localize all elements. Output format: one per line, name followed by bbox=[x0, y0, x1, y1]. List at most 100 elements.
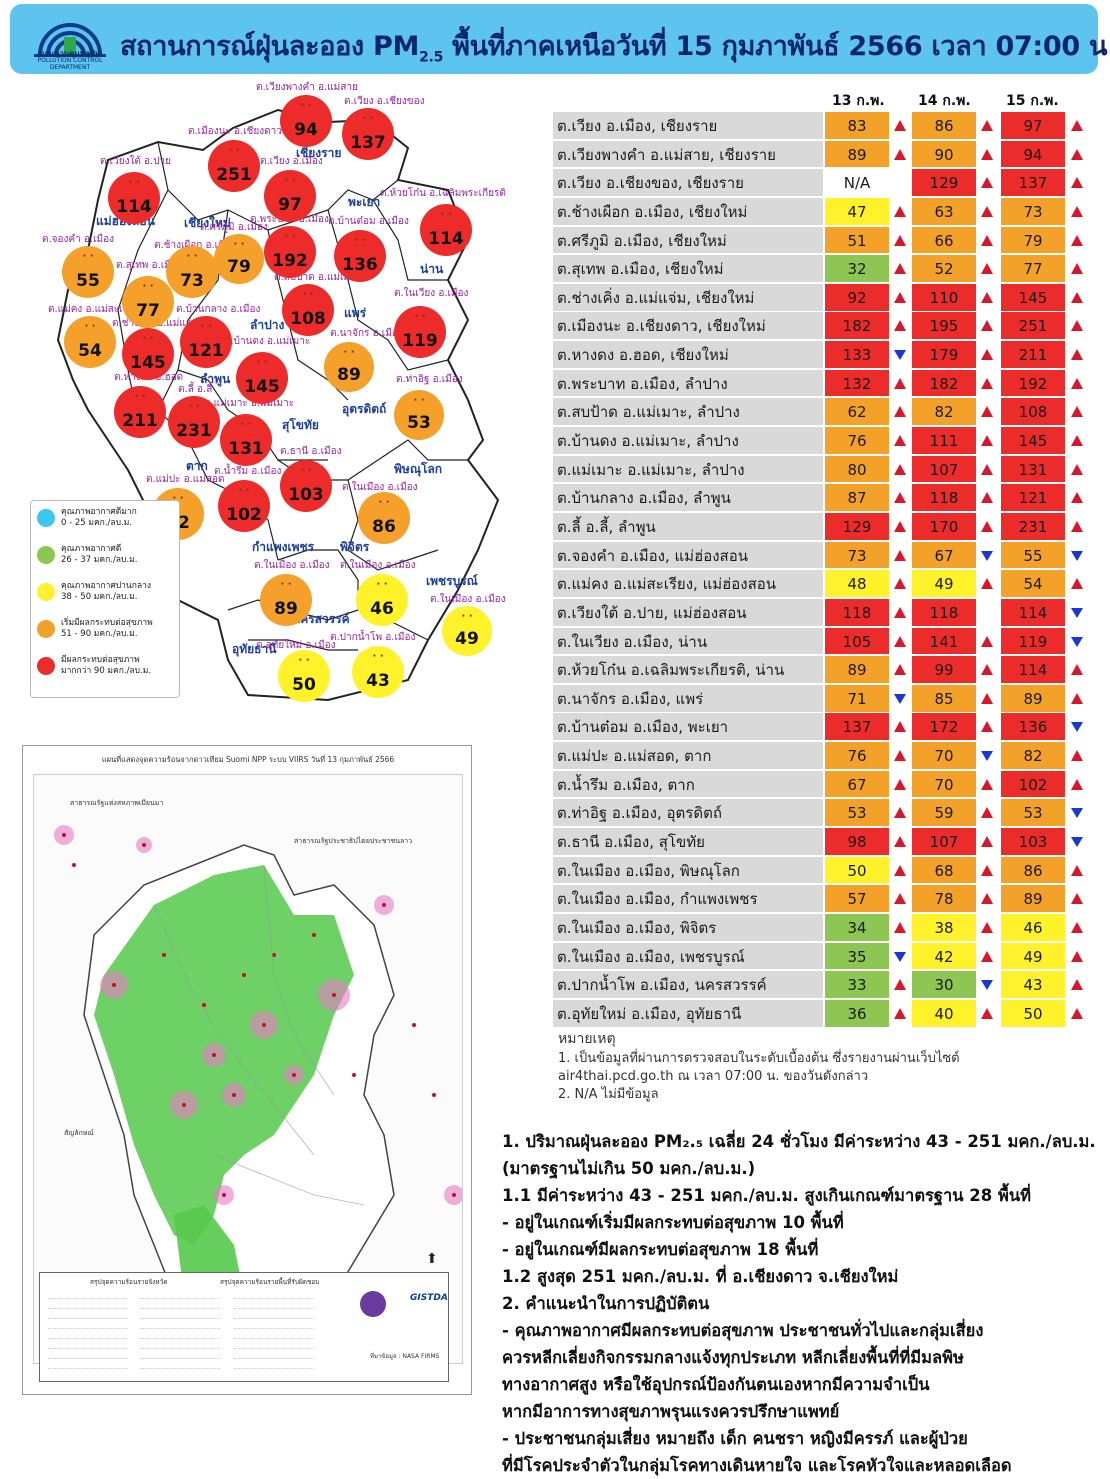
station-label: ต.ในเมือง อ.เมือง bbox=[340, 560, 416, 571]
map-symbol-title: สัญลักษณ์ bbox=[64, 1129, 94, 1137]
pm25-value-cell: 86 bbox=[912, 112, 976, 140]
pm25-bubble: · · 251 bbox=[208, 140, 260, 192]
trend-up-icon bbox=[894, 492, 906, 504]
trend-down-icon bbox=[1071, 607, 1083, 619]
legend-dot bbox=[37, 546, 55, 564]
trend-up-icon bbox=[1071, 520, 1083, 533]
pm25-bubble: · · 86 bbox=[358, 492, 410, 544]
trend-up-icon bbox=[981, 492, 993, 504]
trend-up-icon bbox=[894, 1007, 906, 1020]
trend-down-icon bbox=[1071, 807, 1083, 819]
station-name: ต.ศรีภูมิ อ.เมือง, เชียงใหม่ bbox=[553, 226, 823, 255]
province-label: ตาก bbox=[186, 459, 208, 473]
table-row: ต.เวียงพางคำ อ.แม่สาย, เชียงราย 89 90 94 bbox=[553, 140, 1097, 170]
trend-up-icon bbox=[981, 578, 993, 590]
trend-up-icon bbox=[981, 807, 993, 819]
notes: หมายเหตุ 1. เป็นข้อมูลที่ผ่านการตรวจสอบใ… bbox=[558, 1028, 960, 1104]
trend-up-icon bbox=[981, 692, 993, 705]
station-name: ต.ธานี อ.เมือง, สุโขทัย bbox=[553, 828, 823, 856]
province-label: เชียงใหม่ bbox=[184, 216, 231, 230]
station-name: ต.บ้านกลาง อ.เมือง, ลำพูน bbox=[553, 484, 823, 513]
pm25-value-cell: 97 bbox=[1001, 112, 1065, 140]
pm25-value-cell: 83 bbox=[825, 112, 889, 140]
table-row: ต.เวียงใต้ อ.ปาย, แม่ฮ่องสอน 118 118 114 bbox=[553, 598, 1097, 628]
date-header: 14 ก.พ. bbox=[918, 93, 971, 109]
pm25-value-cell: 70 bbox=[912, 742, 976, 770]
pm25-value-cell: 145 bbox=[1001, 427, 1065, 455]
station-label: ต.นาจักร อ.เมือง bbox=[330, 328, 403, 339]
trend-up-icon bbox=[981, 635, 993, 648]
trend-up-icon bbox=[894, 893, 906, 905]
trend-up-icon bbox=[981, 520, 993, 533]
pm25-value-cell: 50 bbox=[1001, 999, 1065, 1028]
satellite-map-canvas: สาธารณรัฐแห่งสหภาพเมียนมา สาธารณรัฐประชา… bbox=[33, 774, 463, 1364]
province-label: พะเยา bbox=[348, 195, 381, 209]
table-row: ต.ในเมือง อ.เมือง, เพชรบูรณ์ 35 42 49 bbox=[553, 942, 1097, 972]
pm25-value-cell: 108 bbox=[1001, 398, 1065, 427]
pm25-bubble: · · 108 bbox=[282, 284, 334, 336]
pm25-bubble: · · 50 bbox=[278, 650, 330, 702]
summary-right-title: สรุปจุดความร้อนรายพื้นที่รับผิดชอบ bbox=[220, 1278, 320, 1286]
province-label: อุทัยธานี bbox=[232, 642, 277, 656]
pm25-bubble: · · 94 bbox=[280, 95, 332, 147]
station-name: ต.บ้านต๋อม อ.เมือง, พะเยา bbox=[553, 713, 823, 742]
table-row: ต.ลี้ อ.ลี้, ลำพูน 129 170 231 bbox=[553, 512, 1097, 542]
trend-up-icon bbox=[981, 721, 993, 733]
legend-dot bbox=[37, 583, 55, 601]
pm25-value-cell: 47 bbox=[825, 197, 889, 226]
trend-up-icon bbox=[1071, 950, 1083, 963]
pm25-bubble: · · 102 bbox=[218, 480, 270, 532]
trend-up-icon bbox=[894, 463, 906, 476]
table-row: ต.เวียง อ.เชียงของ, เชียงราย N/A 129 137 bbox=[553, 169, 1097, 198]
hotspot-summary-box: สรุปจุดความร้อนรายจังหวัด สรุปจุดความร้อ… bbox=[39, 1272, 449, 1382]
table-row: ต.พระบาท อ.เมือง, ลำปาง 132 182 192 bbox=[553, 369, 1097, 399]
station-name: ต.ในเมือง อ.เมือง, พิจิตร bbox=[553, 913, 823, 942]
trend-up-icon bbox=[1071, 578, 1083, 590]
summary-line: - ประชาชนกลุ่มเสี่ยง หมายถึง เด็ก คนชรา … bbox=[502, 1429, 968, 1448]
pm25-value-cell: 52 bbox=[912, 255, 976, 283]
station-name: ต.บ้านดง อ.แม่เมาะ, ลำปาง bbox=[553, 427, 823, 455]
pm25-value-cell: 179 bbox=[912, 341, 976, 369]
trend-up-icon bbox=[894, 520, 906, 533]
pm25-bubble: · · 192 bbox=[264, 226, 316, 278]
pm25-value-cell: 90 bbox=[912, 140, 976, 169]
trend-up-icon bbox=[981, 377, 993, 390]
table-row: ต.สุเทพ อ.เมือง, เชียงใหม่ 32 52 77 bbox=[553, 255, 1097, 284]
trend-down-icon bbox=[1071, 636, 1083, 648]
summary-line: 1.1 มีค่าระหว่าง 43 - 251 มคก./ลบ.ม. สูง… bbox=[502, 1186, 1032, 1205]
pm25-value-cell: 36 bbox=[825, 999, 889, 1028]
province-label: พิจิตร bbox=[340, 540, 370, 554]
pm25-value-cell: 129 bbox=[825, 512, 889, 541]
pm25-value-cell: 73 bbox=[1001, 197, 1065, 226]
pm25-value-cell: 172 bbox=[912, 713, 976, 742]
trend-up-icon bbox=[1071, 893, 1083, 905]
pm25-value-cell: 32 bbox=[825, 255, 889, 283]
trend-up-icon bbox=[1071, 979, 1083, 991]
trend-up-icon bbox=[1071, 148, 1083, 161]
province-label: ลำปาง bbox=[250, 318, 285, 332]
pm25-value-cell: 137 bbox=[1001, 169, 1065, 197]
station-label: ต.ในเมือง อ.เมือง bbox=[254, 560, 330, 571]
pm25-value-cell: 121 bbox=[1001, 484, 1065, 513]
station-name: ต.เวียงใต้ อ.ปาย, แม่ฮ่องสอน bbox=[553, 598, 823, 627]
pm25-value-cell: 63 bbox=[912, 197, 976, 226]
pm25-value-cell: 182 bbox=[912, 369, 976, 398]
pm25-value-cell: 48 bbox=[825, 570, 889, 598]
trend-up-icon bbox=[1071, 263, 1083, 275]
table-row: ต.นาจักร อ.เมือง, แพร่ 71 85 89 bbox=[553, 684, 1097, 714]
pm25-value-cell: 38 bbox=[912, 913, 976, 942]
neighbor-country-label: สาธารณรัฐประชาธิปไตยประชาชนลาว bbox=[294, 836, 412, 845]
station-name: ต.เวียง อ.เมือง, เชียงราย bbox=[553, 112, 823, 140]
province-label: สุโขทัย bbox=[282, 418, 319, 432]
trend-up-icon bbox=[1071, 750, 1083, 762]
table-row: ต.ในเมือง อ.เมือง, พิษณุโลก 50 68 86 bbox=[553, 856, 1097, 886]
pm25-value-cell: 34 bbox=[825, 913, 889, 942]
pm25-value-cell: 85 bbox=[912, 684, 976, 713]
station-name: ต.เวียงพางคำ อ.แม่สาย, เชียงราย bbox=[553, 140, 823, 169]
trend-up-icon bbox=[894, 864, 906, 877]
legend-item: มีผลกระทบต่อสุขภาพ มากกว่า 90 มคก./ลบ.ม. bbox=[37, 655, 173, 692]
province-label: กำแพงเพชร bbox=[252, 540, 315, 554]
trend-up-icon bbox=[981, 864, 993, 877]
trend-up-icon bbox=[894, 778, 906, 791]
data-source: ที่มาข้อมูล : NASA FIRMS bbox=[370, 1353, 440, 1360]
